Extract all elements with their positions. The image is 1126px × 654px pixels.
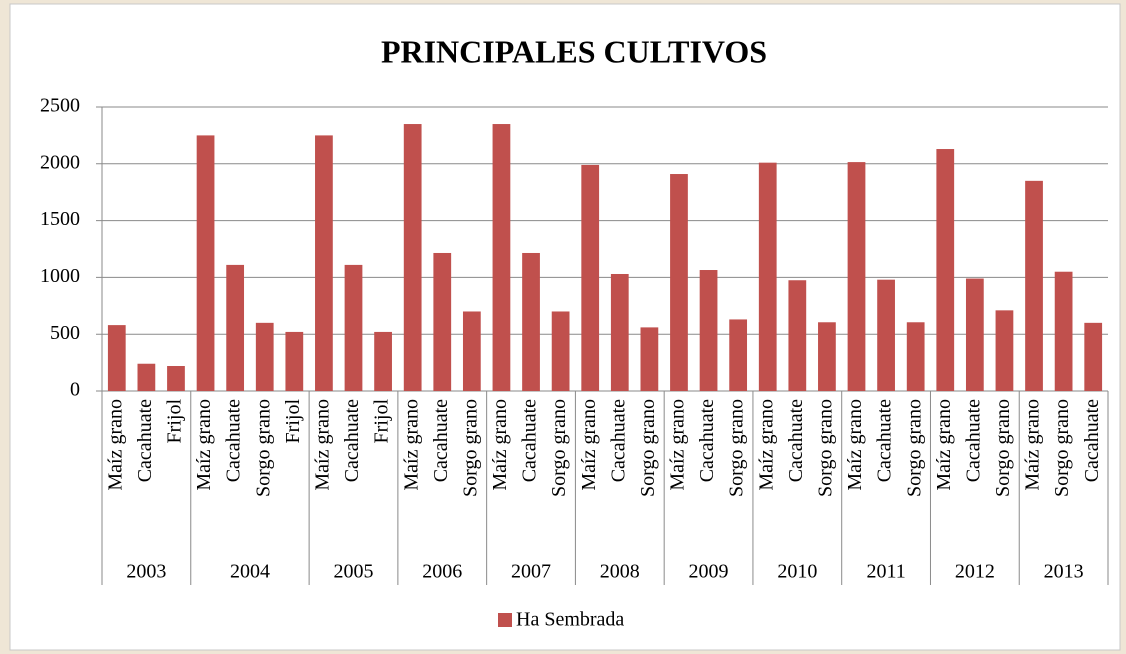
group-label: 2005	[334, 561, 374, 583]
bar	[729, 319, 748, 391]
x-tick-label: Maíz grano	[844, 399, 866, 491]
x-tick-label: Cacahuate	[519, 399, 541, 482]
y-tick-label: 0	[70, 379, 80, 401]
bar	[699, 270, 718, 391]
x-tick-label: Cacahuate	[696, 399, 718, 482]
bar	[551, 311, 570, 391]
group-label: 2012	[955, 561, 995, 583]
y-tick-label: 1500	[40, 208, 80, 230]
chart-title: PRINCIPALES CULTIVOS	[381, 33, 767, 69]
x-tick-label: Maíz grano	[400, 399, 422, 491]
x-tick-label: Maíz grano	[312, 399, 334, 491]
bar	[196, 135, 215, 391]
bar	[1025, 180, 1043, 391]
x-tick-label: Frijol	[282, 399, 304, 444]
x-tick-label: Maíz grano	[667, 399, 689, 491]
x-tick-label: Maíz grano	[933, 399, 955, 491]
bar	[255, 322, 274, 391]
group-label: 2010	[777, 561, 817, 583]
x-tick-label: Cacahuate	[874, 399, 896, 482]
bar	[344, 264, 363, 391]
x-tick-label: Cacahuate	[134, 399, 156, 482]
x-tick-label: Cacahuate	[962, 399, 984, 482]
bar	[1084, 322, 1103, 391]
x-tick-label: Sorgo grano	[637, 399, 659, 497]
bar	[315, 135, 333, 391]
bar	[581, 164, 600, 391]
group-label: 2006	[422, 561, 462, 583]
x-tick-label: Maíz grano	[489, 399, 511, 491]
group-label: 2009	[689, 561, 729, 583]
x-tick-label: Sorgo grano	[992, 399, 1014, 497]
x-tick-label: Cacahuate	[607, 399, 629, 482]
x-tick-label: Maíz grano	[578, 399, 600, 491]
x-tick-label: Cacahuate	[341, 399, 363, 482]
x-tick-label: Sorgo grano	[459, 399, 481, 497]
bar	[462, 311, 481, 391]
x-tick-label: Sorgo grano	[252, 399, 274, 497]
group-label: 2007	[511, 561, 551, 583]
bar	[640, 327, 659, 391]
bar	[670, 174, 688, 391]
bar	[492, 124, 511, 391]
legend-swatch	[498, 613, 512, 627]
y-tick-label: 1000	[40, 265, 80, 287]
bar	[877, 279, 895, 391]
y-tick-label: 2000	[40, 151, 80, 173]
bar	[107, 325, 126, 391]
group-label: 2004	[230, 561, 270, 583]
x-tick-label: Sorgo grano	[1051, 399, 1073, 497]
legend-label: Ha Sembrada	[516, 609, 624, 631]
bar	[137, 363, 156, 391]
x-tick-label: Sorgo grano	[903, 399, 925, 497]
x-tick-label: Cacahuate	[223, 399, 245, 482]
bar	[936, 149, 955, 391]
x-tick-label: Cacahuate	[785, 399, 807, 482]
bar	[758, 162, 777, 391]
group-label: 2008	[600, 561, 640, 583]
bar	[167, 366, 185, 391]
bar	[226, 264, 245, 391]
group-label: 2011	[866, 561, 905, 583]
x-tick-label: Cacahuate	[1081, 399, 1103, 482]
x-tick-label: Sorgo grano	[726, 399, 748, 497]
y-tick-label: 500	[50, 322, 80, 344]
group-label: 2013	[1044, 561, 1084, 583]
x-tick-label: Maíz grano	[193, 399, 215, 491]
bar	[995, 310, 1014, 391]
bar	[433, 252, 452, 391]
x-tick-label: Frijol	[164, 399, 186, 444]
bar	[1054, 271, 1073, 391]
bar	[788, 280, 807, 391]
bar	[522, 252, 540, 391]
bar	[818, 322, 836, 391]
x-tick-label: Frijol	[371, 399, 393, 444]
x-tick-label: Maíz grano	[104, 399, 126, 491]
x-tick-label: Sorgo grano	[548, 399, 570, 497]
bar	[610, 273, 629, 391]
x-tick-label: Sorgo grano	[815, 399, 837, 497]
x-tick-label: Cacahuate	[430, 399, 452, 482]
x-tick-label: Maíz grano	[1022, 399, 1044, 491]
bar	[906, 322, 925, 391]
bar	[285, 331, 304, 391]
x-tick-label: Maíz grano	[755, 399, 777, 491]
bar	[847, 162, 866, 391]
bar	[965, 278, 984, 391]
bar	[374, 331, 392, 391]
y-tick-label: 2500	[40, 95, 80, 117]
group-label: 2003	[126, 561, 166, 583]
bar	[403, 124, 422, 391]
